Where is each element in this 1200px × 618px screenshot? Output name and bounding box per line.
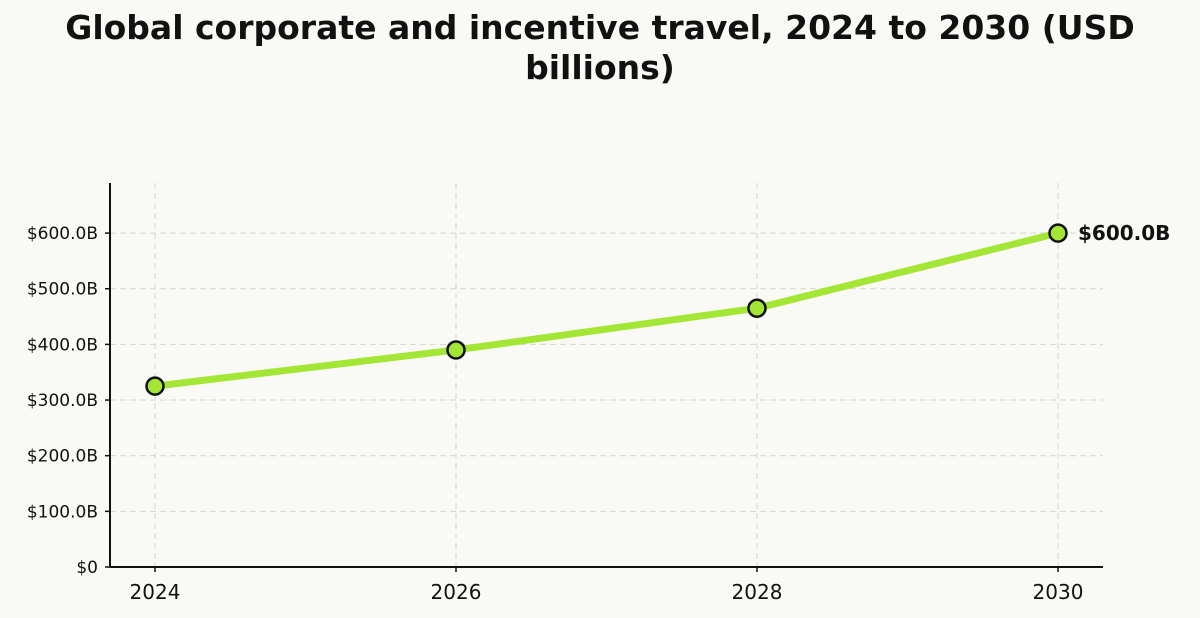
data-point xyxy=(747,298,767,318)
data-point xyxy=(446,340,466,360)
x-tick-label: 2026 xyxy=(431,580,482,604)
series-line xyxy=(151,229,1062,390)
x-tick-label: 2024 xyxy=(130,580,181,604)
data-point xyxy=(145,376,165,396)
data-point xyxy=(1048,223,1068,243)
y-tick-label: $300.0B xyxy=(27,391,98,411)
y-tick-label: $600.0B xyxy=(27,224,98,244)
chart-title: Global corporate and incentive travel, 2… xyxy=(65,8,1135,87)
end-value-label: $600.0B xyxy=(1078,221,1170,245)
y-tick-label: $0 xyxy=(76,558,98,578)
y-tick-label: $400.0B xyxy=(27,335,98,355)
y-tick-label: $100.0B xyxy=(27,502,98,522)
x-tick-label: 2028 xyxy=(732,580,783,604)
y-tick-label: $500.0B xyxy=(27,280,98,300)
y-tick-label: $200.0B xyxy=(27,447,98,467)
x-tick-label: 2030 xyxy=(1033,580,1084,604)
